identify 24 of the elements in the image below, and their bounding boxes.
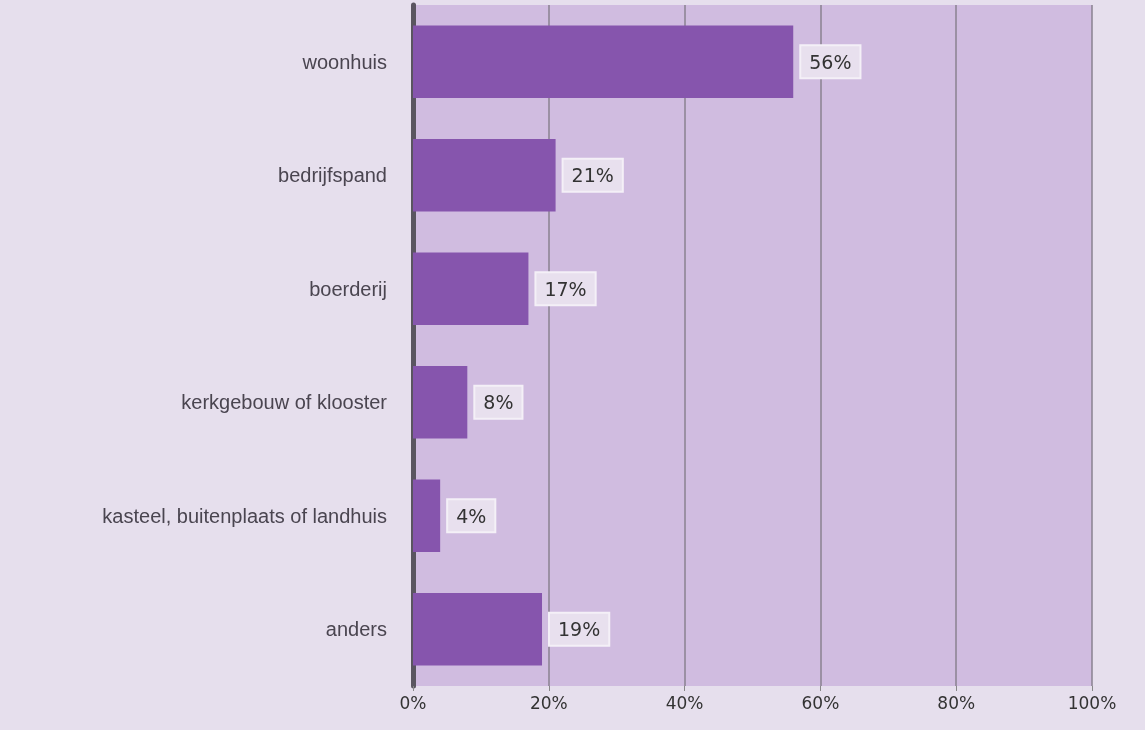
x-tick-label: 60% [801,692,840,713]
y-tick-label: woonhuis [301,50,387,73]
x-tick-label: 0% [399,692,427,713]
x-tick-label: 40% [665,692,704,713]
y-tick-label: bedrijfspand [278,164,387,187]
data-label: 56% [809,50,852,73]
x-tick-label: 80% [937,692,976,713]
data-label: 17% [544,277,587,300]
y-tick-label: boerderij [309,277,387,300]
bar [413,25,794,99]
data-label: 21% [571,164,614,187]
bar [413,138,556,212]
data-label: 4% [456,504,487,527]
x-tick-label: 100% [1067,692,1117,713]
data-label: 8% [483,391,514,414]
bar [413,479,441,553]
bar [413,592,543,666]
y-tick-label: anders [325,618,387,641]
x-tick-label: 20% [529,692,568,713]
y-tick-label: kasteel, buitenplaats of landhuis [102,504,387,527]
data-label: 19% [558,618,601,641]
bar [413,252,529,326]
y-tick-label: kerkgebouw of klooster [181,391,388,414]
bar [413,365,468,439]
